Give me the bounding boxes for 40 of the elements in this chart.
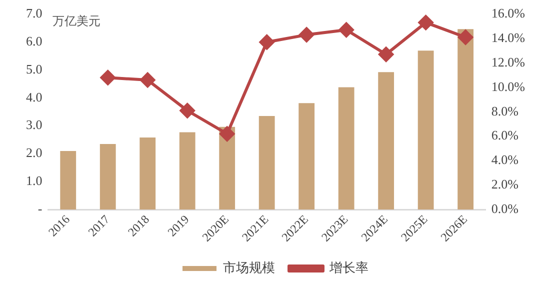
y2-tick-label: 2.0%	[491, 176, 519, 192]
point	[418, 15, 434, 30]
point	[378, 46, 394, 62]
bar	[179, 132, 196, 210]
y-tick-label: -	[38, 201, 42, 216]
y2-tick-label: 8.0%	[491, 103, 519, 118]
bar	[378, 72, 394, 210]
y-tick-label: 7.0	[26, 5, 42, 20]
y2-tick-label: 12.0%	[491, 54, 526, 70]
legend-label: 增长率	[328, 260, 368, 275]
y-axis-title: 万亿美元	[52, 14, 100, 28]
y2-tick-label: 6.0%	[491, 128, 519, 143]
y2-tick-label: 0.0%	[491, 201, 519, 216]
point	[220, 126, 235, 142]
bar	[60, 150, 76, 210]
y-tick-label: 6.0	[26, 33, 42, 48]
point	[140, 72, 156, 88]
y2-tick-label: 16.0%	[491, 5, 526, 20]
point	[458, 30, 474, 45]
bar	[458, 29, 474, 210]
y2-tick-label: 10.0%	[491, 78, 526, 94]
point	[259, 34, 274, 50]
point	[299, 27, 314, 42]
point	[180, 103, 195, 118]
y2-tick-label: 14.0%	[491, 30, 526, 45]
bar	[100, 144, 116, 210]
legend-label: 市场规模	[223, 260, 275, 275]
bar	[140, 138, 156, 210]
bar	[298, 103, 315, 210]
y-tick-label: 1.0	[26, 173, 42, 188]
y-tick-label: 3.0	[26, 117, 42, 132]
point	[100, 70, 116, 86]
y-tick-label: 4.0	[26, 89, 42, 104]
bar	[338, 87, 354, 210]
point	[338, 22, 354, 38]
y-tick-label: 2.0	[26, 145, 42, 160]
bar	[418, 50, 434, 210]
y2-tick-label: 4.0%	[491, 152, 519, 168]
y-tick-label: 5.0	[26, 61, 42, 76]
bar	[258, 116, 275, 210]
